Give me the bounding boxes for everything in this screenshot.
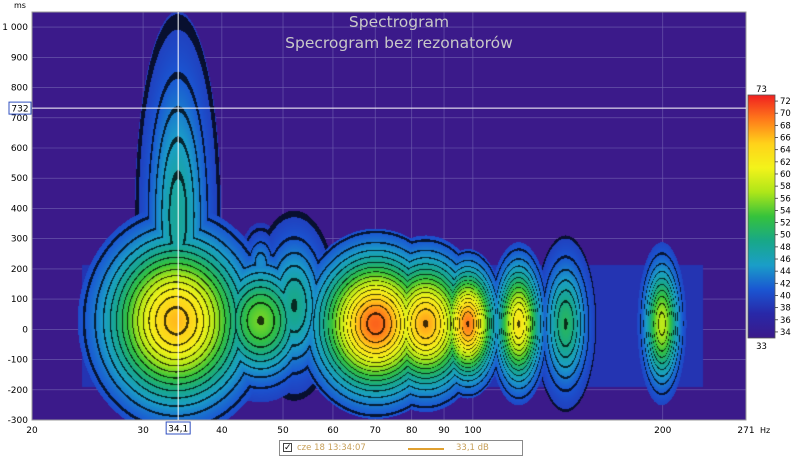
color-scale-tick-label: 62 [780, 158, 791, 168]
y-tick-label: 800 [11, 84, 28, 94]
series-legend: ✓ cze 18 13:34:07 33,1 dB [279, 440, 523, 456]
color-scale-tick-label: 54 [780, 206, 791, 216]
color-scale-tick-label: 66 [780, 134, 791, 144]
color-scale-tick-label: 50 [780, 231, 791, 241]
color-scale-tick-label: 72 [780, 97, 791, 107]
color-scale-tick-label: 36 [780, 316, 791, 326]
color-scale-tick-label: 40 [780, 291, 791, 301]
color-scale-min-label: 33 [756, 342, 767, 352]
cursor-x-readout: 34,1 [168, 425, 188, 435]
x-tick-label: 90 [438, 426, 450, 436]
x-tick-label: 30 [137, 426, 149, 436]
y-tick-label: 700 [11, 114, 28, 124]
plot-area[interactable] [31, 11, 747, 421]
x-axis-ticks: 20 30 40 50 60 70 80 90 100 200 271 [26, 426, 754, 436]
y-tick-label: -300 [8, 416, 29, 426]
color-scale-tick-label: 58 [780, 182, 791, 192]
color-scale-tick-label: 44 [780, 267, 791, 277]
color-scale-tick-label: 60 [780, 170, 791, 180]
y-tick-label: 100 [11, 295, 28, 305]
color-scale-tick-label: 64 [780, 146, 791, 156]
color-scale-tick-label: 34 [780, 328, 791, 338]
color-scale-bar: 73 33 72 70 68 66 64 62 60 58 56 54 52 50 48 46 44 42 40 38… [747, 85, 791, 352]
cursor-y-readout: 732 [11, 105, 28, 115]
cursor-y-readout-box [8, 101, 32, 115]
x-tick-label: 70 [369, 426, 381, 436]
y-axis-unit: ms [14, 1, 26, 10]
color-scale-tick-label: 70 [780, 109, 791, 119]
spectrogram-surface [32, 12, 746, 420]
chart-subtitle: Specrogram bez rezonatorów [285, 34, 513, 52]
y-tick-label: 500 [11, 174, 28, 184]
y-axis-ticks: 1 0009008007006005004003002001000-100-20… [2, 23, 28, 426]
legend-entry-name: cze 18 13:34:07 [297, 443, 366, 453]
cursor-x-readout-box [165, 421, 191, 435]
y-tick-label: -100 [8, 356, 29, 366]
y-tick-label: -200 [8, 386, 29, 396]
legend-checkbox[interactable]: ✓ [283, 443, 292, 453]
x-tick-label: 80 [406, 426, 418, 436]
y-tick-label: 600 [11, 144, 28, 154]
color-scale-tick-label: 42 [780, 279, 791, 289]
y-tick-label: 1 000 [2, 23, 28, 33]
y-tick-label: 300 [11, 235, 28, 245]
y-tick-label: 400 [11, 204, 28, 214]
x-tick-label: 40 [216, 426, 228, 436]
x-axis-unit: Hz [760, 426, 770, 435]
x-tick-label: 60 [327, 426, 339, 436]
color-scale-max-label: 73 [756, 85, 767, 95]
y-tick-label: 200 [11, 265, 28, 275]
x-tick-label: 20 [26, 426, 38, 436]
x-tick-label: 271 [737, 426, 754, 436]
color-scale-tick-label: 46 [780, 255, 791, 265]
legend-line-swatch [408, 448, 444, 450]
color-scale-tick-label: 48 [780, 243, 791, 253]
y-tick-label: 900 [11, 53, 28, 63]
color-scale-tick-label: 38 [780, 304, 791, 314]
crosshair-cursor[interactable]: 732 34,1 [8, 12, 746, 435]
x-tick-label: 100 [464, 426, 481, 436]
chart-title: Spectrogram [349, 13, 449, 31]
plot-border [31, 11, 747, 421]
x-tick-label: 200 [654, 426, 671, 436]
color-scale-tick-label: 52 [780, 219, 791, 229]
legend-entry-value: 33,1 dB [456, 443, 489, 453]
color-scale-gradient [747, 94, 776, 339]
x-tick-label: 50 [277, 426, 289, 436]
color-scale-tick-label: 56 [780, 194, 791, 204]
color-scale-tick-label: 68 [780, 121, 791, 131]
y-tick-label: 0 [22, 325, 28, 335]
